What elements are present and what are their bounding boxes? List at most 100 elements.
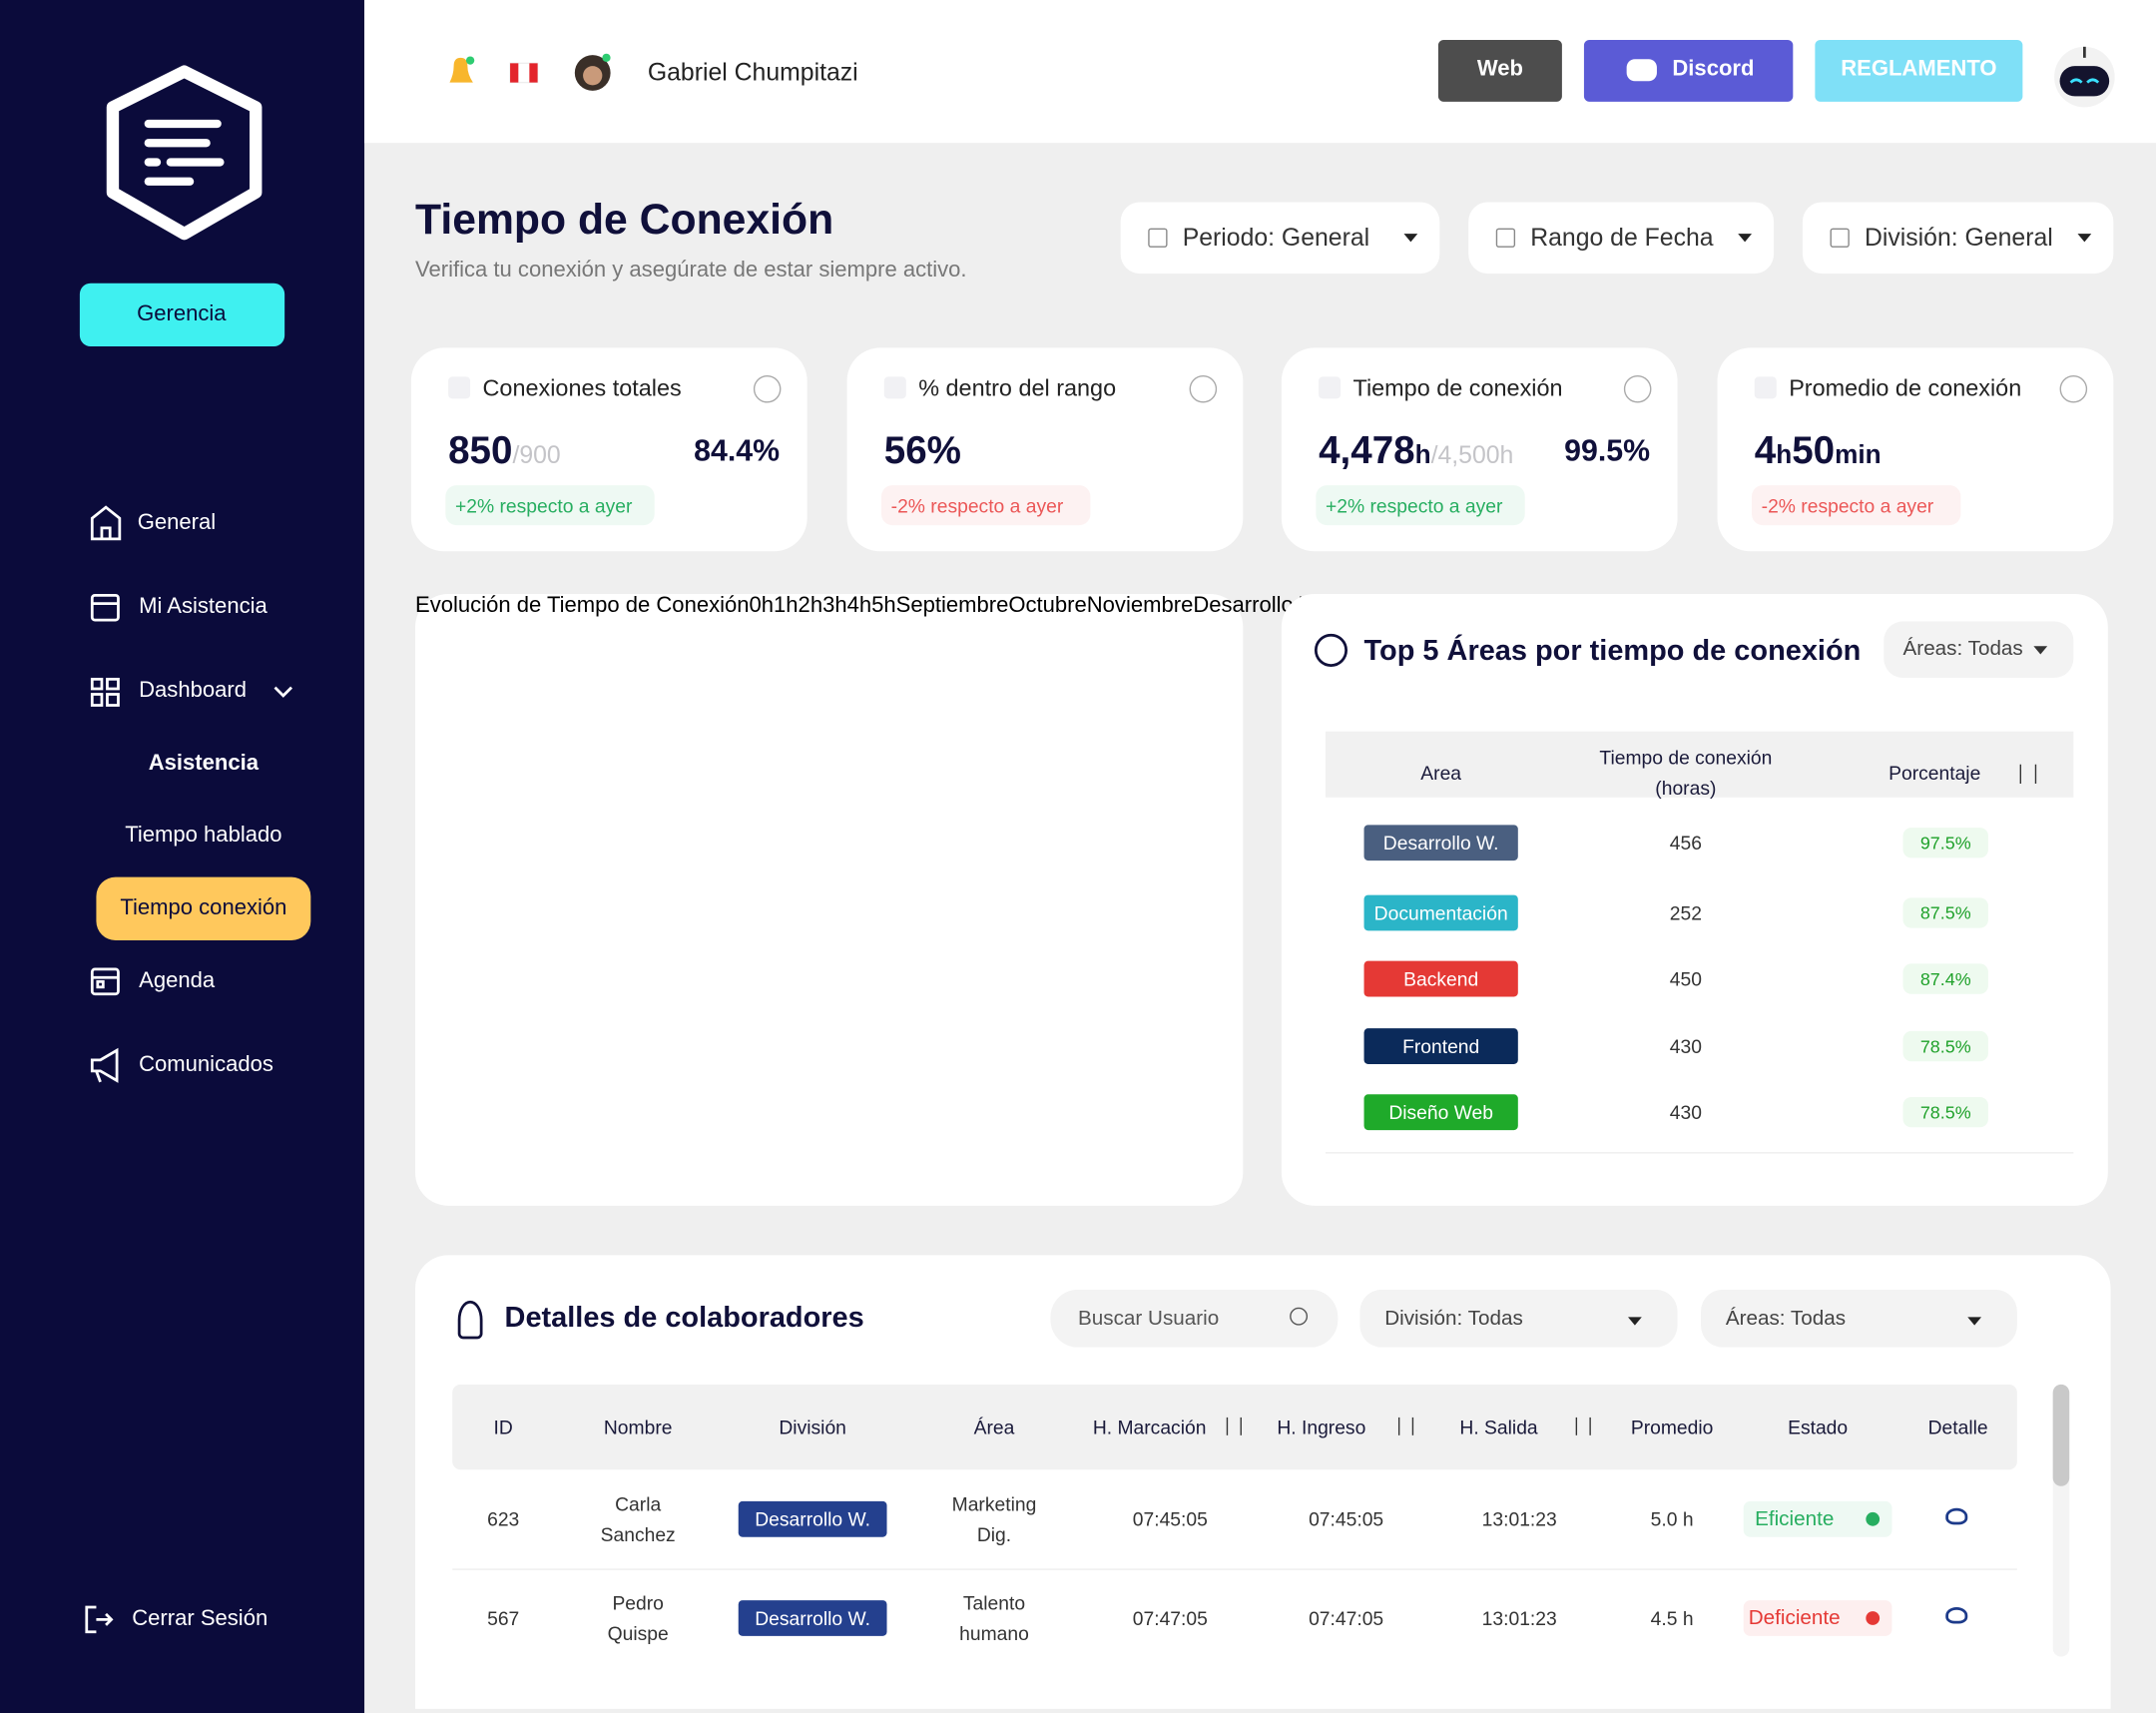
kpi-delta-pill: [881, 485, 1091, 526]
filter-dropdown[interactable]: [1468, 202, 1775, 275]
kpi-percentage: 84.4%: [694, 432, 781, 468]
y-tick-label: 4h: [846, 593, 872, 618]
kpi-card: [1281, 347, 1678, 552]
info-icon[interactable]: [1189, 374, 1218, 403]
cell: Marketing Dig.: [951, 1492, 1037, 1545]
info-icon[interactable]: [753, 374, 782, 403]
area-name: Diseño Web: [1388, 1101, 1494, 1124]
division-tag: [738, 1600, 887, 1636]
top-areas-title: Top 5 Áreas por tiempo de conexión: [1363, 635, 1862, 667]
column-header: H. Salida: [1459, 1416, 1538, 1438]
detail-eye-icon[interactable]: [1945, 1606, 1968, 1624]
status: Eficiente: [1755, 1507, 1835, 1531]
header-button[interactable]: [1815, 39, 2023, 102]
status: Deficiente: [1748, 1606, 1841, 1630]
logout[interactable]: Cerrar Sesión: [132, 1606, 269, 1631]
menu-item[interactable]: Dashboard: [139, 679, 247, 703]
info-icon[interactable]: [1623, 374, 1652, 403]
dropdown-caret: [2033, 646, 2048, 655]
sort-icon[interactable]: [1226, 1417, 1242, 1435]
header-button-label[interactable]: Web: [1476, 57, 1523, 82]
calendar-icon: [1148, 228, 1168, 248]
kpi-value: 850/900: [448, 429, 561, 473]
info-icon[interactable]: [2059, 374, 2088, 403]
cell: 07:45:05: [1309, 1507, 1384, 1530]
clock-icon: [1314, 633, 1348, 667]
cell: 07:47:05: [1132, 1606, 1208, 1629]
cell: 13:01:23: [1481, 1507, 1557, 1530]
filter-label[interactable]: Periodo: General: [1182, 223, 1370, 252]
cell: 13:01:23: [1481, 1606, 1557, 1629]
dropdown-caret: [1403, 234, 1418, 243]
cell: 5.0 h: [1650, 1507, 1694, 1530]
sort-icon[interactable]: [2019, 764, 2037, 785]
kpi-icon: [1319, 376, 1342, 399]
kpi-card: [846, 347, 1244, 552]
kpi-card: [1717, 347, 2114, 552]
kpi-label: Conexiones totales: [482, 374, 682, 402]
details-filter-label[interactable]: Áreas: Todas: [1725, 1307, 1847, 1331]
header-button[interactable]: [1437, 39, 1562, 102]
menu-item[interactable]: Asistencia: [148, 752, 260, 776]
details-filter[interactable]: [1701, 1289, 2017, 1348]
percentage-pill: [1902, 1097, 1988, 1128]
header-button-label[interactable]: Discord: [1672, 57, 1755, 82]
percentage-pill: [1902, 897, 1988, 928]
percentage-pill: [1902, 963, 1988, 994]
role-button-label[interactable]: Gerencia: [137, 301, 227, 326]
kpi-label: Promedio de conexión: [1789, 374, 2022, 402]
menu-item[interactable]: General: [137, 511, 217, 535]
cell: 623: [487, 1507, 520, 1530]
percentage-pill: [1902, 1030, 1988, 1062]
menu-item[interactable]: Comunicados: [139, 1052, 273, 1077]
menu-icons: [85, 505, 293, 1634]
kpi-delta: +2% respecto a ayer: [1325, 494, 1503, 517]
kpi-value: 56%: [884, 429, 961, 473]
scrollbar-thumb[interactable]: [2052, 1384, 2070, 1486]
kpi-icon: [883, 376, 906, 399]
details-filter-label[interactable]: División: Todas: [1384, 1307, 1523, 1331]
sort-icon[interactable]: [1397, 1417, 1414, 1435]
column-header: Área: [973, 1416, 1015, 1438]
area-percentage: 87.4%: [1919, 968, 1971, 989]
page-title: Tiempo de Conexión: [415, 195, 834, 244]
logo: [106, 65, 263, 241]
kpi-value: 56%: [883, 428, 961, 472]
column-header: H. Marcación: [1092, 1416, 1207, 1438]
header-icons: [449, 46, 2115, 108]
kpi-value2: 50: [1792, 428, 1836, 472]
y-tick-label: 3h: [822, 593, 847, 618]
role-button[interactable]: [79, 283, 285, 347]
menu-item[interactable]: Agenda: [139, 968, 216, 993]
area-tag: [1363, 1028, 1518, 1064]
area-hours: 430: [1669, 1035, 1702, 1058]
menu-item[interactable]: Tiempo conexión: [120, 895, 287, 920]
filter-label[interactable]: División: General: [1864, 223, 2053, 252]
kpi-total: /4,500h: [1430, 441, 1514, 469]
percentage-pill: [1902, 828, 1988, 858]
active-menu-highlight[interactable]: [96, 876, 311, 941]
sort-icon[interactable]: [1575, 1417, 1591, 1435]
kpi-delta: -2% respecto a ayer: [1761, 494, 1934, 517]
cell: Talento humano: [959, 1591, 1029, 1645]
row-divider: [452, 1568, 2017, 1570]
filter-dropdown[interactable]: [1802, 202, 2114, 275]
menu-item[interactable]: Tiempo hablado: [125, 823, 282, 848]
header-button-label[interactable]: REGLAMENTO: [1841, 57, 1997, 82]
dropdown-caret: [1967, 1317, 1982, 1326]
detail-eye-icon[interactable]: [1945, 1507, 1968, 1525]
x-tick-label: Noviembre: [1086, 593, 1194, 618]
filter-label[interactable]: Rango de Fecha: [1530, 223, 1714, 252]
filter-dropdown[interactable]: [1120, 202, 1440, 275]
area-filter-label[interactable]: Áreas: Todas: [1902, 637, 2023, 661]
column-header: Porcentaje: [1888, 761, 1981, 785]
details-filter[interactable]: [1359, 1289, 1678, 1348]
menu-item[interactable]: Mi Asistencia: [139, 595, 268, 619]
y-tick-label: 2h: [798, 593, 823, 618]
area-hours: 450: [1669, 967, 1702, 990]
search-placeholder[interactable]: Buscar Usuario: [1077, 1307, 1220, 1331]
header-button[interactable]: [1583, 39, 1794, 102]
chart-card: [415, 593, 1244, 1206]
area-name: Documentación: [1373, 901, 1508, 924]
table-bottom-line: [1325, 1152, 2074, 1154]
